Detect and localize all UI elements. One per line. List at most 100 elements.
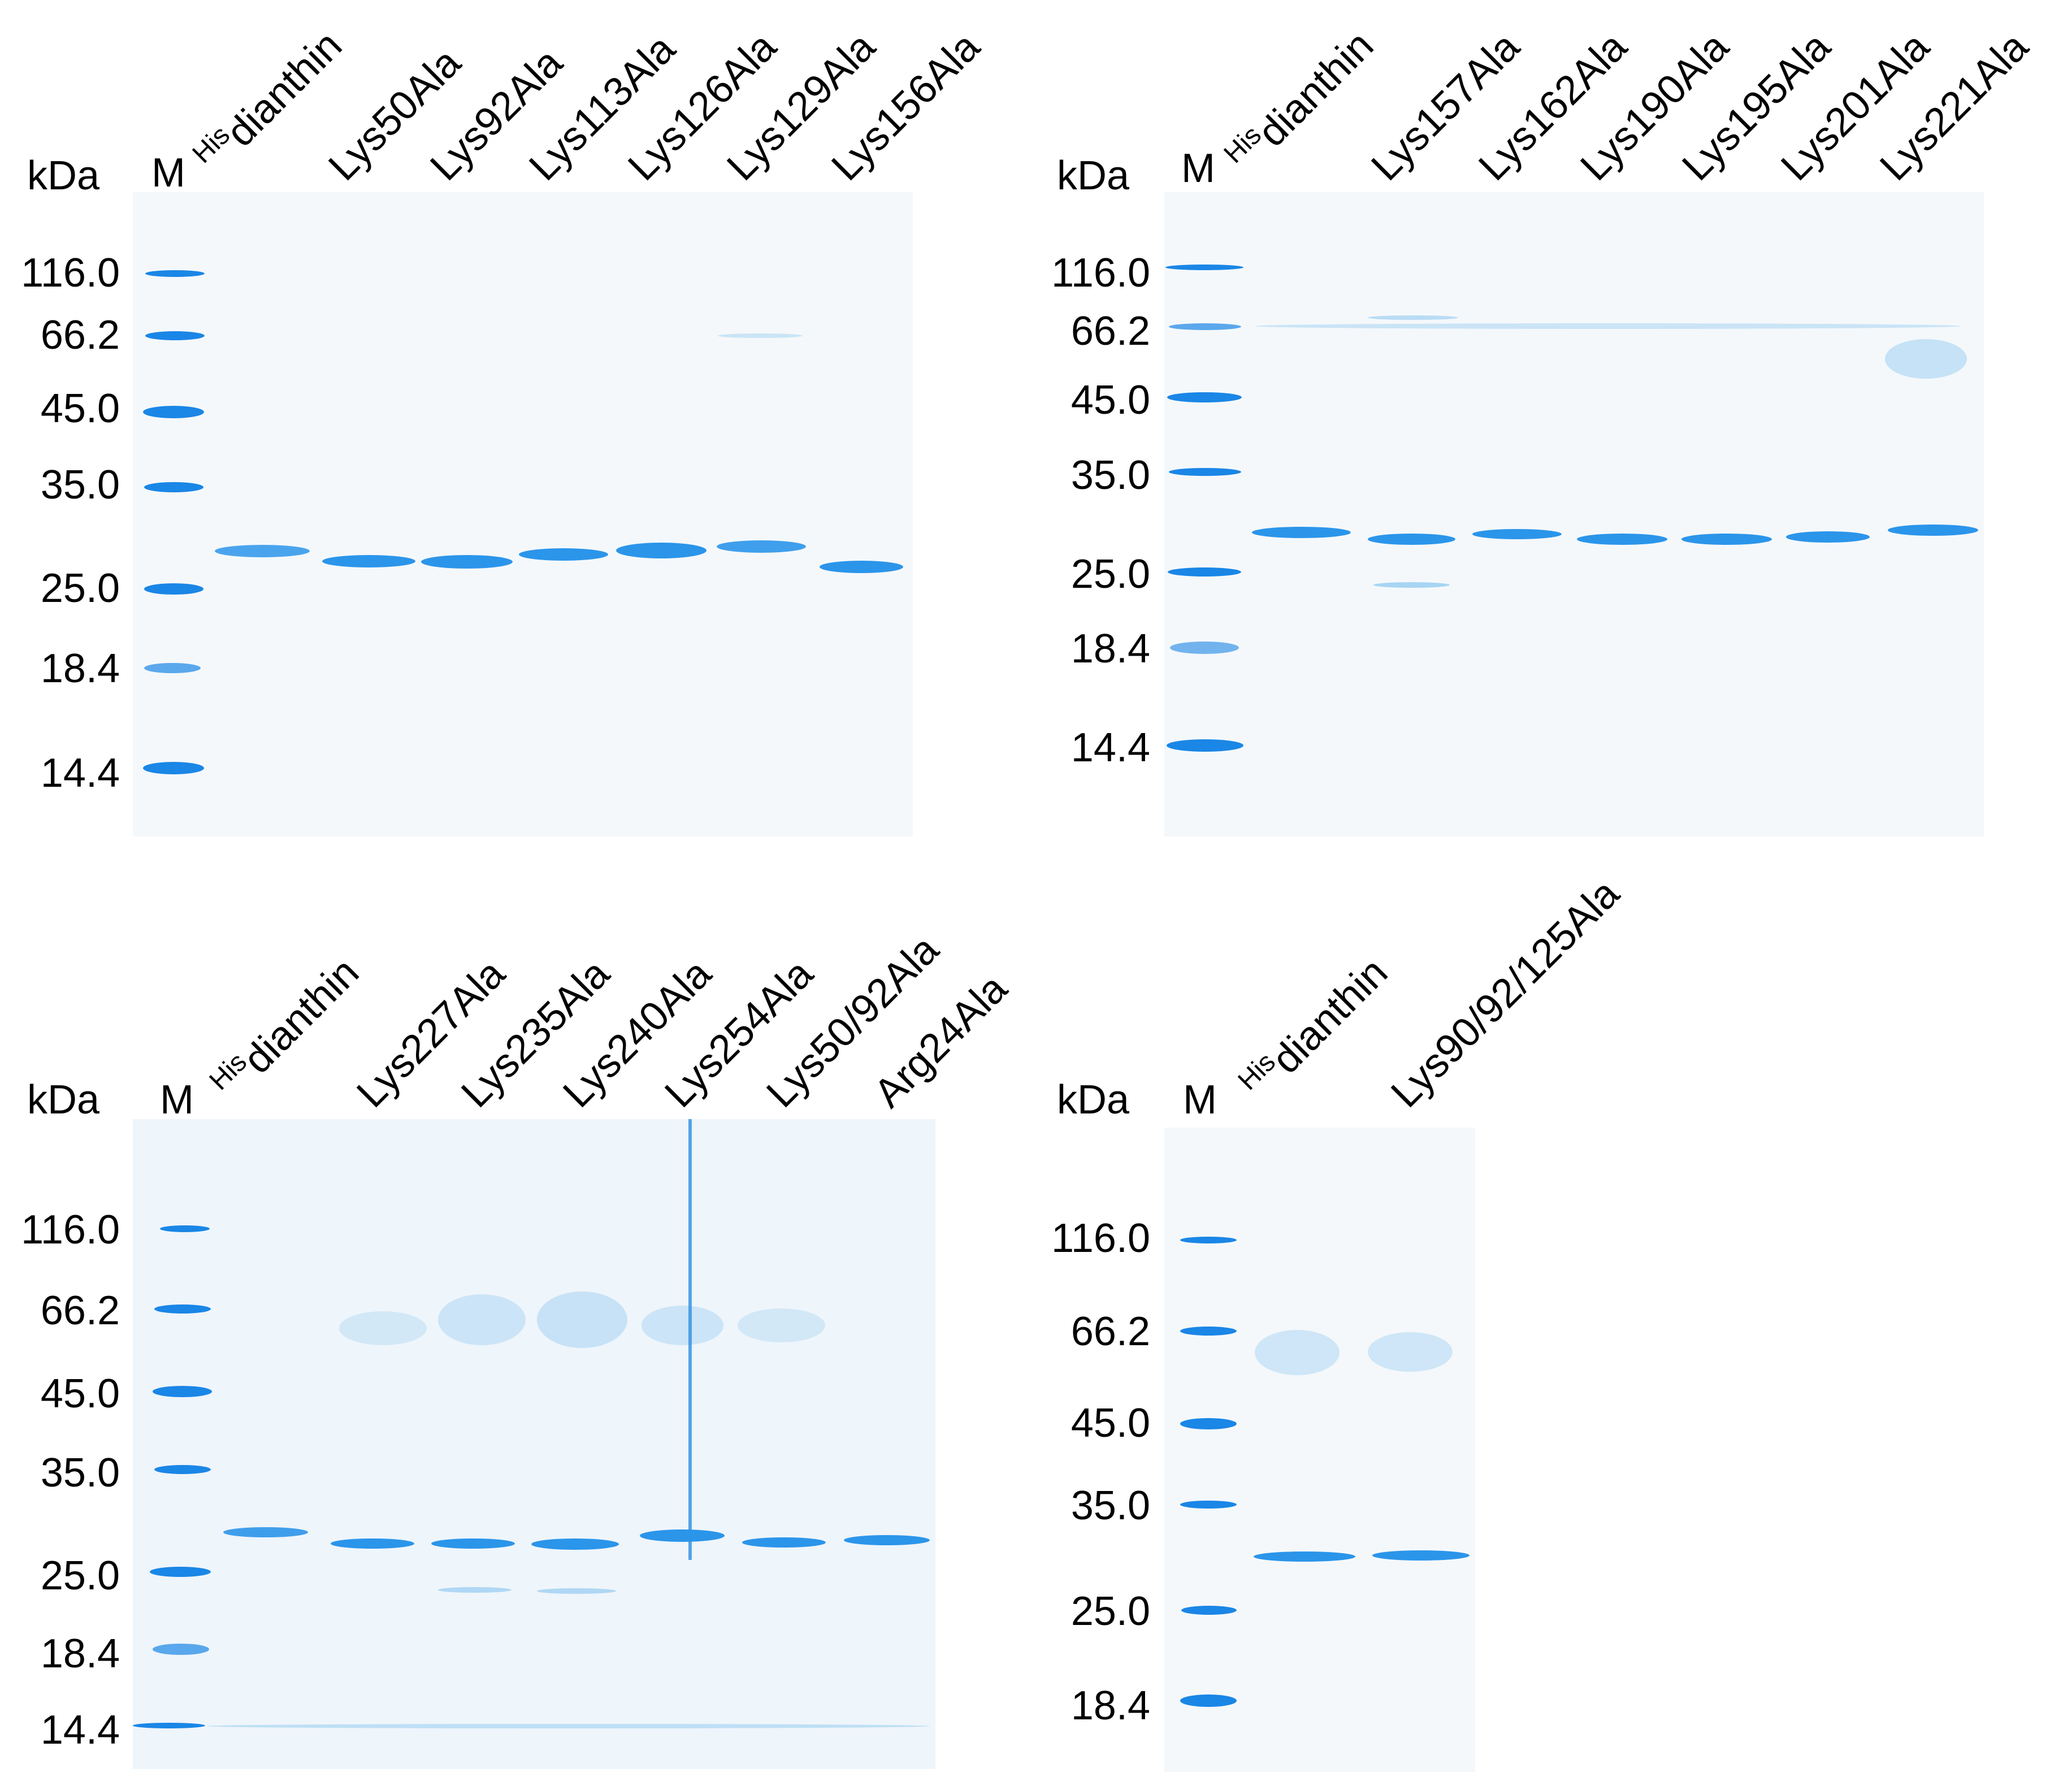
protein-band: [1368, 534, 1455, 545]
mw-marker-label: 116.0: [1051, 250, 1150, 296]
protein-band: [1681, 534, 1772, 545]
mw-marker-label: 14.4: [40, 751, 120, 796]
faint-band: [537, 1588, 616, 1594]
mw-marker-label: 45.0: [40, 1371, 120, 1416]
faint-smear: [339, 1311, 427, 1345]
gel-image: [1164, 192, 1984, 837]
mw-marker-label: 35.0: [1070, 453, 1150, 498]
protein-band: [1577, 534, 1667, 545]
protein-band: [1786, 531, 1870, 543]
mw-marker-label: 25.0: [1070, 1589, 1150, 1634]
protein-band: [616, 543, 706, 558]
ladder-band: [153, 1386, 212, 1397]
protein-band: [717, 540, 806, 553]
faint-smear: [641, 1306, 723, 1345]
mw-marker-label: 18.4: [1070, 1683, 1150, 1728]
gel-image: [133, 192, 913, 837]
kda-label: kDa: [1057, 153, 1130, 198]
protein-band: [1472, 529, 1562, 539]
mw-marker-label: 25.0: [1070, 552, 1150, 597]
gel-artifact-streak: [688, 1119, 692, 1560]
ladder-band: [1167, 392, 1242, 402]
faint-band: [718, 333, 803, 338]
mw-marker-label: 45.0: [1070, 1401, 1150, 1446]
protein-band: [215, 545, 310, 557]
mw-marker-label: 18.4: [40, 646, 120, 691]
mw-marker-label: 35.0: [1070, 1483, 1150, 1528]
protein-band: [742, 1537, 826, 1548]
ladder-band: [150, 1567, 211, 1577]
ladder-band: [154, 1465, 211, 1474]
faint-band: [206, 1724, 930, 1728]
ladder-band: [144, 583, 203, 595]
protein-band: [1372, 1550, 1470, 1561]
mw-marker-label: 14.4: [40, 1707, 120, 1753]
faint-band: [1255, 323, 1961, 329]
mw-marker-label: 35.0: [40, 462, 120, 508]
marker-lane-label: M: [160, 1077, 194, 1122]
mw-marker-label: 66.2: [40, 1288, 120, 1333]
mw-marker-label: 45.0: [40, 386, 120, 431]
mw-marker-label: 25.0: [40, 1553, 120, 1598]
protein-band: [820, 561, 903, 573]
ladder-band: [1180, 1327, 1237, 1336]
ladder-band: [1180, 1237, 1237, 1243]
lane-label-1: Hisdianthin: [203, 949, 368, 1096]
faint-band: [1373, 582, 1450, 588]
ladder-band: [144, 663, 201, 673]
ladder-band: [1169, 323, 1241, 330]
ladder-band: [1170, 642, 1239, 654]
faint-smear: [537, 1291, 627, 1348]
ladder-band: [145, 270, 205, 277]
lane-label-2: Lys90/92/125Ala: [1382, 870, 1628, 1116]
ladder-band: [143, 762, 204, 774]
ladder-band: [1165, 265, 1243, 270]
faint-smear: [1368, 1332, 1453, 1372]
ladder-band: [133, 1723, 205, 1728]
kda-label: kDa: [27, 1077, 100, 1122]
ladder-band: [160, 1225, 210, 1232]
ladder-band: [1168, 567, 1241, 577]
mw-marker-label: 116.0: [21, 250, 120, 296]
mw-marker-label: 18.4: [1070, 626, 1150, 671]
protein-band: [322, 555, 415, 567]
marker-lane-label: M: [151, 150, 185, 196]
lane-label-1: Hisdianthin: [1218, 22, 1382, 170]
protein-band: [431, 1538, 515, 1549]
protein-band: [223, 1527, 308, 1537]
ladder-band: [1180, 1418, 1237, 1429]
ladder-band: [1180, 1694, 1237, 1707]
marker-lane-label: M: [1183, 1077, 1217, 1122]
faint-band: [438, 1587, 512, 1593]
ladder-band: [1181, 1606, 1237, 1615]
ladder-band: [145, 331, 205, 340]
kda-label: kDa: [27, 153, 100, 198]
faint-band: [1368, 315, 1458, 320]
mw-marker-label: 18.4: [40, 1631, 120, 1676]
ladder-band: [143, 406, 204, 418]
mw-marker-label: 14.4: [1070, 725, 1150, 770]
ladder-band: [1169, 468, 1241, 476]
faint-smear: [738, 1308, 825, 1342]
protein-band: [331, 1538, 414, 1549]
faint-smear: [438, 1294, 526, 1345]
ladder-band: [153, 1644, 209, 1655]
protein-band: [1252, 527, 1351, 538]
protein-band: [421, 555, 513, 569]
mw-marker-label: 66.2: [40, 313, 120, 358]
protein-band: [1254, 1551, 1355, 1562]
ladder-band: [1167, 739, 1243, 752]
mw-marker-label: 116.0: [21, 1207, 120, 1252]
ladder-band: [144, 482, 203, 492]
mw-marker-label: 66.2: [1070, 309, 1150, 354]
protein-band: [640, 1529, 725, 1542]
protein-band: [519, 548, 608, 561]
kda-label: kDa: [1057, 1077, 1130, 1122]
faint-smear: [1885, 339, 1967, 379]
marker-lane-label: M: [1181, 146, 1215, 191]
lane-label-1: Hisdianthin: [1232, 949, 1397, 1096]
protein-band: [531, 1538, 619, 1550]
mw-marker-label: 25.0: [40, 566, 120, 611]
faint-smear: [1255, 1330, 1340, 1375]
ladder-band: [1180, 1501, 1237, 1509]
